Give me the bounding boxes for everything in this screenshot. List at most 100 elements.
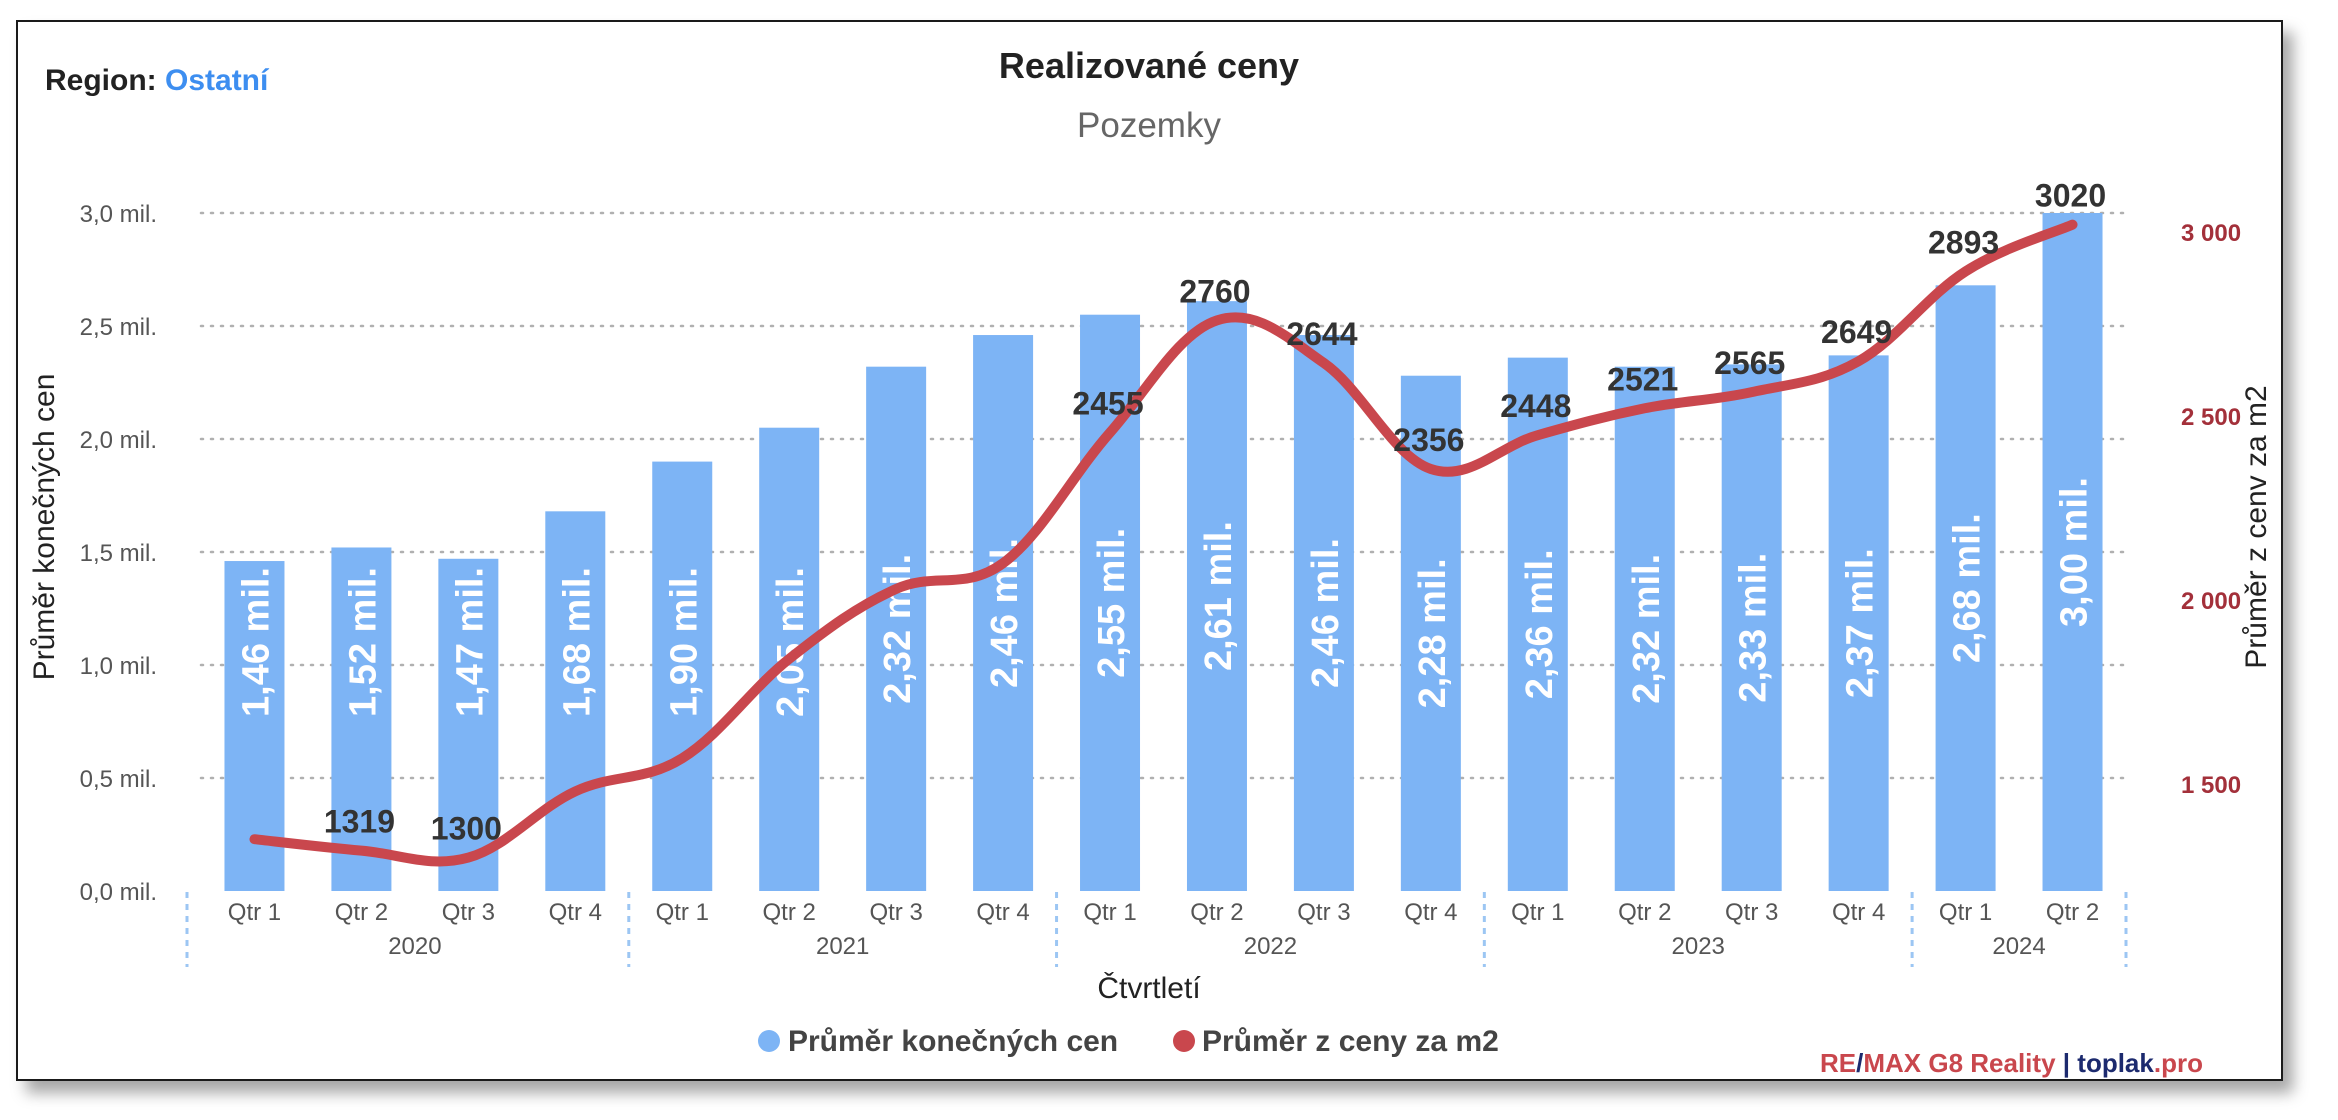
line-point: [1963, 269, 1968, 274]
line-value-label: 1319: [324, 804, 395, 840]
x-tick-label: Qtr 3: [1725, 899, 1778, 926]
line-point: [1108, 430, 1113, 435]
x-tick-label: Qtr 4: [1404, 899, 1457, 926]
bar: [1293, 335, 1354, 891]
line-point: [1321, 361, 1326, 366]
line-value-label: 2448: [1500, 388, 1571, 424]
bar: [973, 335, 1034, 891]
bar-value-label: 2,55 mil.: [1091, 528, 1133, 678]
brand-site-tld: .pro: [2153, 1048, 2203, 1078]
year-label: 2020: [388, 933, 441, 960]
year-label: 2024: [1992, 933, 2045, 960]
bar: [545, 511, 606, 891]
legend-marker-line: [1173, 1030, 1195, 1052]
bar-value-label: 2,46 mil.: [1305, 538, 1347, 688]
line-value-label: 2644: [1286, 316, 1357, 352]
x-tick-label: Qtr 2: [335, 899, 388, 926]
legend-marker-bars: [758, 1030, 780, 1052]
y-tick-label: 2,5 mil.: [80, 314, 157, 341]
year-label: 2022: [1244, 933, 1297, 960]
brand-separator: |: [2062, 1048, 2071, 1078]
brand-credit: RE/MAX G8 Reality | toplak.pro: [1820, 1048, 2203, 1079]
line-point: [1856, 359, 1861, 364]
region-indicator: Region: Ostatní: [45, 64, 268, 98]
brand-slash: /: [1856, 1048, 1864, 1078]
legend-label-line: Průměr z ceny za m2: [1202, 1025, 1499, 1058]
bar: [438, 558, 499, 891]
bar-value-label: 2,37 mil.: [1840, 548, 1882, 698]
y2-tick-label: 1 500: [2181, 772, 2241, 799]
bar: [1186, 301, 1247, 891]
x-tick-label: Qtr 1: [1511, 899, 1564, 926]
line-value-label: 2455: [1072, 386, 1143, 422]
bar: [1721, 364, 1782, 891]
line-point: [1642, 406, 1647, 411]
y2-tick-label: 2 500: [2181, 404, 2241, 431]
line-point: [573, 789, 578, 794]
region-value[interactable]: Ostatní: [165, 64, 269, 97]
bar-value-label: 1,52 mil.: [342, 567, 384, 717]
bar-value-label: 1,46 mil.: [235, 567, 277, 717]
x-axis-title: Čtvrtletí: [1097, 971, 1201, 1005]
x-tick-label: Qtr 2: [2046, 899, 2099, 926]
line-value-label: 2521: [1607, 361, 1678, 397]
line-value-label: 2356: [1393, 422, 1464, 458]
year-label: 2023: [1672, 933, 1725, 960]
y-tick-label: 1,5 mil.: [80, 540, 157, 567]
bar-value-label: 2,33 mil.: [1733, 553, 1775, 703]
legend-label-bars: Průměr konečných cen: [788, 1025, 1118, 1058]
bar: [2042, 213, 2103, 891]
brand-site: toplak: [2077, 1048, 2154, 1078]
y-tick-label: 2,0 mil.: [80, 427, 157, 454]
line-point: [680, 756, 685, 761]
x-tick-label: Qtr 1: [228, 899, 281, 926]
bar-value-label: 2,32 mil.: [1626, 554, 1668, 704]
line-value-label: 1300: [431, 811, 502, 847]
bar-value-label: 3,00 mil.: [2054, 477, 2096, 627]
year-label: 2021: [816, 933, 869, 960]
region-label: Region:: [45, 64, 157, 97]
line-point: [1214, 318, 1219, 323]
x-tick-label: Qtr 3: [442, 899, 495, 926]
x-tick-label: Qtr 3: [1297, 899, 1350, 926]
chart-svg: Realizované ceny Pozemky 0,0 mil. 0,5 mil. 1…: [28, 45, 2273, 1058]
x-tick-label: Qtr 2: [763, 899, 816, 926]
line-point: [1535, 433, 1540, 438]
bar-value-label: 1,68 mil.: [556, 567, 598, 717]
x-tick-label: Qtr 2: [1618, 899, 1671, 926]
bar-value-label: 2,32 mil.: [877, 554, 919, 704]
bar-value-label: 1,47 mil.: [449, 567, 491, 717]
y-tick-label: 0,5 mil.: [80, 766, 157, 793]
x-tick-label: Qtr 4: [976, 899, 1029, 926]
brand-remax-name: MAX G8 Reality: [1863, 1048, 2056, 1078]
series-line: [249, 219, 2078, 867]
bar: [331, 547, 392, 891]
bar-value-label: 2,36 mil.: [1519, 549, 1561, 699]
y-axis-title: Průměr konečných cen: [28, 374, 61, 681]
y2-axis-title: Průměr z cenv za m2: [2240, 385, 2273, 668]
x-tick-label: Qtr 1: [1939, 899, 1992, 926]
x-tick-label: Qtr 3: [869, 899, 922, 926]
line-value-label: 2760: [1179, 273, 1250, 309]
x-tick-label: Qtr 1: [656, 899, 709, 926]
chart-title: Realizované ceny: [999, 45, 1299, 86]
bar: [1614, 366, 1675, 891]
y-tick-label: 1,0 mil.: [80, 653, 157, 680]
line-point: [1749, 390, 1754, 395]
line-point: [1428, 466, 1433, 471]
bar: [652, 461, 713, 891]
brand-remax-re: RE: [1820, 1048, 1857, 1078]
bar: [1935, 285, 1996, 891]
line-point: [894, 586, 899, 591]
y2-tick-label: 3 000: [2181, 220, 2241, 247]
x-tick-label: Qtr 1: [1083, 899, 1136, 926]
line-value-label: 2649: [1821, 314, 1892, 350]
chart-frame: Realizované ceny Pozemky 0,0 mil. 0,5 mil. 1…: [16, 20, 2283, 1081]
bar-value-label: 2,61 mil.: [1198, 521, 1240, 671]
line-point: [1001, 561, 1006, 566]
chart-subtitle: Pozemky: [1077, 106, 1221, 145]
y-tick-label: 0,0 mil.: [80, 879, 157, 906]
bar: [1828, 355, 1889, 891]
line-value-label: 2893: [1928, 224, 1999, 260]
bar-value-label: 2,28 mil.: [1412, 558, 1454, 708]
